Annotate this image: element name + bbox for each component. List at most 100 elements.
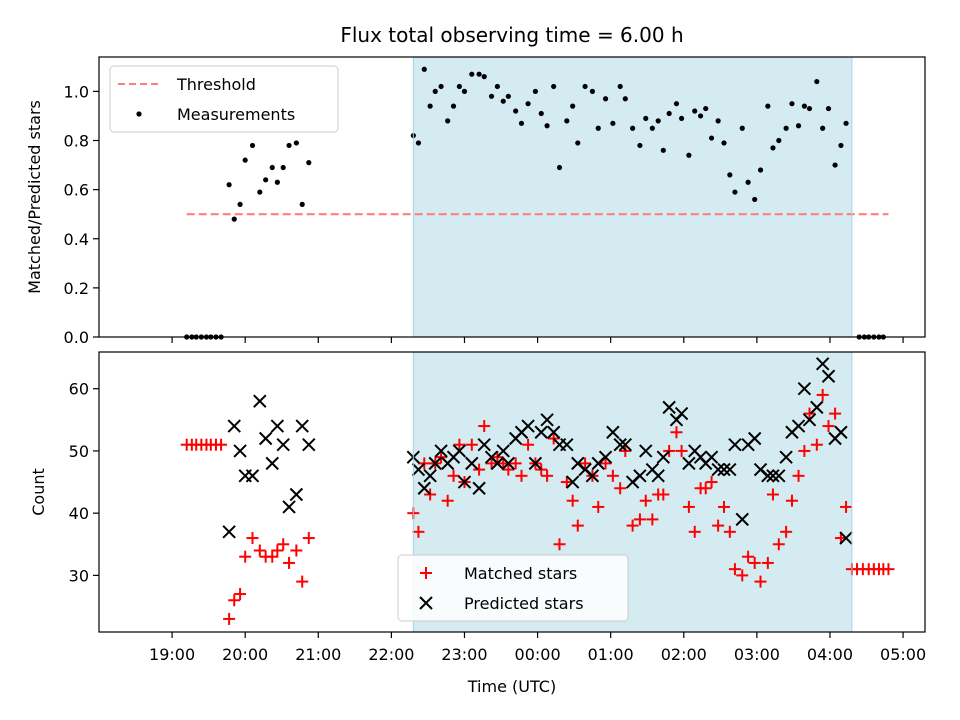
measurement-point — [280, 164, 286, 171]
predicted-legend-swatch — [419, 596, 433, 610]
predicted-stars-point — [810, 400, 824, 415]
x-tick-label: 21:00 — [295, 645, 341, 664]
x-tick-label: 23:00 — [441, 645, 487, 664]
measurement-points — [184, 66, 886, 340]
measurement-point — [257, 189, 263, 195]
predicted-stars-point — [717, 462, 731, 477]
ratio-x-axis — [171, 337, 904, 343]
matched-stars-point — [829, 407, 842, 420]
measurement-point — [481, 74, 487, 80]
measurement-point — [306, 160, 312, 166]
matched-stars-point — [478, 420, 491, 433]
matched-stars-point — [639, 494, 652, 507]
matched-stars-point — [271, 544, 284, 557]
matched-stars-point — [485, 457, 498, 470]
matched-legend-swatch — [420, 567, 432, 579]
measurement-point — [770, 145, 776, 151]
matched-stars-point — [670, 426, 683, 439]
measurement-point — [801, 103, 807, 109]
matched-stars-point — [742, 550, 755, 563]
measurement-point — [263, 177, 269, 183]
measurement-point — [445, 118, 451, 124]
matched-stars-point — [560, 476, 573, 489]
count-y-label: Count — [29, 468, 48, 516]
x-tick-label: 01:00 — [588, 645, 634, 664]
measurement-point — [806, 105, 813, 112]
predicted-stars-point — [289, 487, 304, 502]
measurement-point — [643, 115, 649, 122]
matched-stars-point — [441, 494, 454, 507]
measurement-point — [538, 110, 544, 117]
matched-stars-point — [592, 500, 605, 513]
measurement-point — [469, 71, 475, 77]
matched-stars-point — [447, 469, 460, 482]
measurement-point — [715, 118, 721, 124]
matched-stars-point — [239, 550, 252, 563]
y-tick-label: 0.2 — [64, 279, 89, 298]
measurement-point — [814, 78, 820, 85]
measurement-point — [589, 88, 596, 94]
predicted-stars-point — [704, 450, 719, 464]
measurement-point — [513, 108, 519, 114]
predicted-stars-point — [682, 456, 696, 471]
measurement-point — [732, 189, 738, 195]
matched-stars-point — [509, 457, 522, 470]
predicted-stars-point — [802, 413, 817, 427]
matched-stars-point — [736, 569, 749, 582]
predicted-stars-point — [428, 456, 442, 471]
predicted-stars-point — [411, 462, 426, 477]
measurement-point — [832, 162, 838, 168]
matched-stars-point — [723, 525, 736, 538]
measurements-legend-label: Measurements — [177, 105, 295, 124]
matched-legend-label: Matched stars — [464, 564, 577, 583]
predicted-stars-point — [434, 444, 448, 458]
predicted-stars-point — [585, 469, 600, 483]
matched-stars-point — [728, 563, 741, 576]
measurement-point — [602, 96, 609, 102]
predicted-stars-point — [245, 469, 260, 483]
y-tick-label: 1.0 — [64, 82, 89, 101]
measurement-point — [505, 93, 511, 99]
predicted-stars-point — [674, 406, 689, 421]
matched-stars-point — [253, 544, 266, 557]
measurement-point — [421, 66, 427, 72]
measurement-point — [249, 142, 256, 149]
measurement-point — [757, 167, 764, 173]
matched-stars-point — [633, 513, 646, 526]
measurement-point — [825, 105, 832, 112]
matched-stars-point — [473, 463, 486, 476]
predicted-legend-label: Predicted stars — [464, 594, 584, 613]
predicted-stars-point — [276, 438, 290, 452]
matched-stars-point — [228, 594, 241, 607]
measurement-point — [765, 103, 771, 109]
measurement-point — [456, 83, 462, 90]
matched-stars-point — [246, 532, 259, 545]
predicted-stars-point — [534, 425, 548, 439]
measurement-point — [752, 196, 758, 203]
matched-stars-point — [277, 538, 290, 551]
matched-stars-point — [675, 444, 688, 457]
matched-stars-points — [180, 388, 895, 625]
matched-stars-point — [465, 438, 478, 451]
measurement-point — [727, 172, 733, 178]
matched-stars-point — [599, 457, 612, 470]
measurement-point — [630, 125, 636, 131]
measurement-point — [564, 118, 570, 124]
measurement-point — [655, 118, 661, 124]
measurement-point — [415, 140, 422, 146]
measurement-point — [427, 103, 433, 109]
matched-stars-point — [657, 488, 670, 501]
measurement-point — [622, 96, 628, 102]
predicted-stars-point — [560, 438, 574, 452]
matched-stars-point — [234, 588, 247, 601]
matched-stars-point — [772, 538, 785, 551]
measurement-point — [432, 88, 438, 94]
matched-stars-point — [754, 575, 767, 588]
predicted-stars-point — [521, 419, 535, 433]
measurement-point — [697, 113, 704, 119]
measurement-point — [242, 157, 248, 163]
predicted-stars-point — [546, 425, 561, 439]
matched-stars-point — [491, 451, 504, 464]
y-tick-label: 30 — [69, 566, 89, 585]
